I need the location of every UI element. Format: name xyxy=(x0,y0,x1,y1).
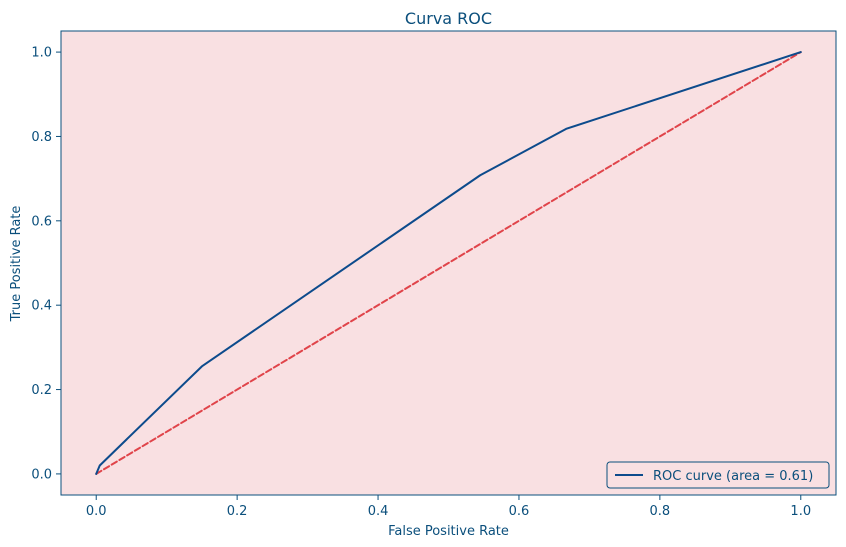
legend-box xyxy=(606,461,830,489)
x-tick-label: 0.0 xyxy=(86,504,107,519)
x-tick-label: 0.4 xyxy=(368,504,389,519)
y-axis-ticks: 0.0 0.2 0.4 0.6 0.8 1.0 xyxy=(31,46,61,482)
x-axis-label: False Positive Rate xyxy=(388,524,509,539)
y-axis-label: True Positive Rate xyxy=(9,206,24,323)
x-tick-label: 1.0 xyxy=(790,504,811,519)
legend: ROC curve (area = 0.61) xyxy=(606,461,830,489)
y-tick-label: 0.0 xyxy=(31,467,52,482)
y-tick-label: 0.4 xyxy=(31,299,52,314)
x-tick-label: 0.8 xyxy=(650,504,671,519)
roc-curve-line xyxy=(95,51,802,475)
chart-title: Curva ROC xyxy=(405,9,492,28)
x-tick-label: 0.2 xyxy=(227,504,248,519)
x-tick-label: 0.6 xyxy=(509,504,530,519)
y-tick-label: 0.2 xyxy=(31,383,52,398)
y-tick-label: 0.6 xyxy=(31,214,52,229)
x-axis-ticks: 0.0 0.2 0.4 0.6 0.8 1.0 xyxy=(86,495,811,519)
y-tick-label: 0.8 xyxy=(31,130,52,145)
legend-label-roc-curve: ROC curve (area = 0.61) xyxy=(653,469,813,484)
y-tick-label: 1.0 xyxy=(31,46,52,61)
diagonal-reference-line xyxy=(95,51,802,475)
series-layer xyxy=(95,51,802,475)
